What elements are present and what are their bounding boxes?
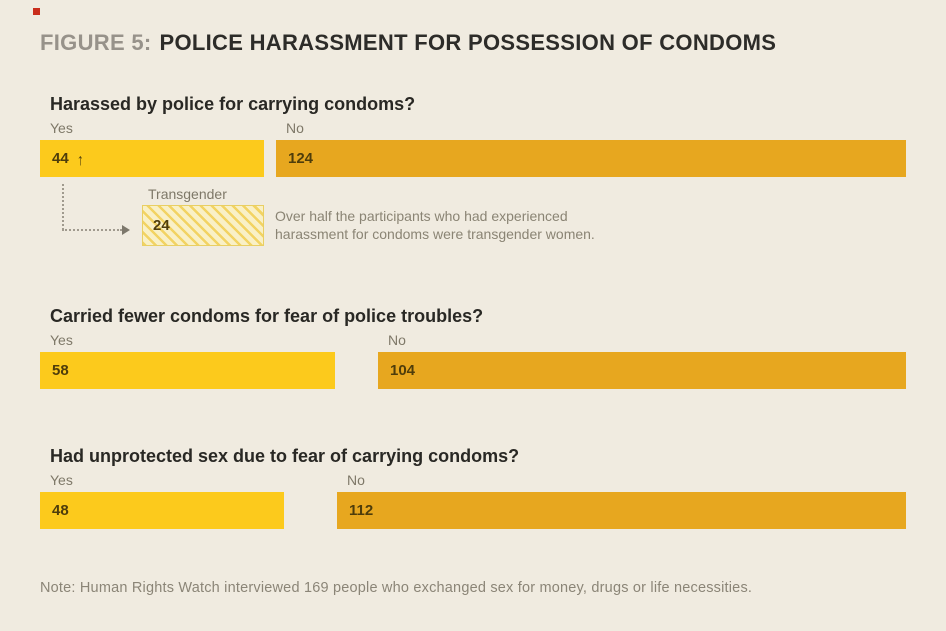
bar-row: Yes 58 No 104 [40, 332, 906, 389]
connector-arrowhead-icon [122, 225, 130, 235]
dotted-connector-vertical [62, 184, 64, 230]
yes-bar: 48 [40, 492, 284, 529]
no-bar: 124 [276, 140, 906, 177]
transgender-label: Transgender [148, 186, 227, 202]
no-bar: 104 [378, 352, 906, 389]
yes-bar: 58 [40, 352, 335, 389]
footnote: Note: Human Rights Watch interviewed 169… [40, 580, 753, 596]
bar-row: Yes 48 No 112 [40, 472, 906, 529]
section-question: Carried fewer condoms for fear of police… [50, 306, 484, 326]
no-bar-value: 104 [390, 362, 416, 379]
yes-bar-group: Yes 58 [40, 332, 335, 389]
transgender-hatched-bar: 24 [142, 205, 264, 246]
dotted-connector-horizontal [62, 229, 122, 231]
yes-bar: 44 ↑ [40, 140, 264, 177]
yes-bar-value: 48 [52, 502, 69, 519]
yes-label: Yes [50, 332, 73, 348]
no-bar-value: 112 [349, 502, 374, 519]
transgender-bar-value: 24 [153, 217, 170, 234]
yes-bar-value: 58 [52, 362, 69, 379]
figure-number-label: FIGURE 5: [40, 30, 152, 55]
up-arrow-icon: ↑ [76, 149, 84, 168]
yes-bar-group: Yes 44 ↑ [40, 120, 264, 177]
figure-title: POLICE HARASSMENT FOR POSSESSION OF COND… [159, 30, 777, 55]
section-question: Harassed by police for carrying condoms? [50, 94, 416, 114]
no-label: No [286, 120, 304, 136]
bar-row: Yes 44 ↑ No 124 [40, 120, 906, 177]
no-bar-group: No 104 [378, 332, 906, 389]
no-bar-group: No 124 [276, 120, 906, 177]
no-bar-value: 124 [288, 150, 314, 167]
section-question: Had unprotected sex due to fear of carry… [50, 446, 520, 466]
no-bar: 112 [337, 492, 906, 529]
no-label: No [388, 332, 406, 348]
transgender-annotation: Over half the participants who had exper… [275, 208, 595, 242]
yes-label: Yes [50, 472, 73, 488]
yes-bar-value: 44 [52, 150, 69, 167]
no-bar-group: No 112 [337, 472, 906, 529]
chart-section-carried-fewer: Carried fewer condoms for fear of police… [40, 306, 906, 389]
figure-header: FIGURE 5: POLICE HARASSMENT FOR POSSESSIO… [40, 30, 776, 56]
yes-bar-group: Yes 48 [40, 472, 284, 529]
no-label: No [347, 472, 365, 488]
chart-section-unprotected-sex: Had unprotected sex due to fear of carry… [40, 446, 906, 529]
yes-label: Yes [50, 120, 73, 136]
red-square-icon [33, 8, 40, 15]
chart-section-harassed: Harassed by police for carrying condoms?… [40, 94, 906, 177]
